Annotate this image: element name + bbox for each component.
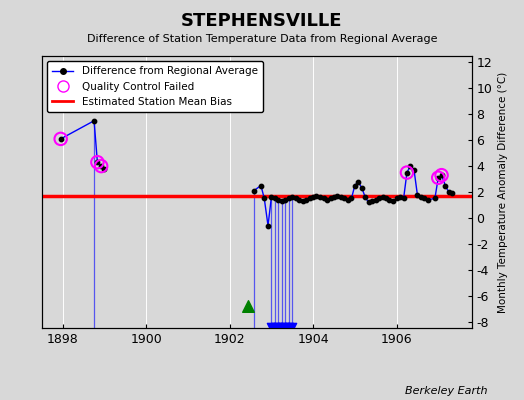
- Point: [93, 159, 102, 166]
- Point: [403, 169, 411, 176]
- Point: [361, 194, 369, 200]
- Point: [299, 198, 307, 204]
- Point: [288, 194, 297, 200]
- Point: [358, 185, 366, 191]
- Point: [406, 163, 414, 169]
- Point: [438, 172, 446, 178]
- Point: [326, 195, 335, 202]
- Point: [392, 195, 401, 202]
- Point: [100, 166, 108, 172]
- Point: [396, 194, 404, 200]
- Point: [281, 196, 289, 203]
- Point: [267, 194, 276, 200]
- Point: [249, 188, 258, 194]
- Point: [347, 195, 356, 202]
- Point: [260, 195, 268, 202]
- Point: [403, 169, 411, 176]
- Point: [309, 194, 317, 200]
- Point: [354, 178, 362, 185]
- Point: [316, 194, 324, 200]
- Point: [281, 324, 289, 330]
- Point: [434, 174, 442, 181]
- Point: [330, 194, 338, 200]
- Point: [337, 194, 345, 200]
- Point: [420, 195, 429, 202]
- Point: [444, 189, 453, 195]
- Point: [267, 324, 276, 330]
- Point: [302, 196, 310, 203]
- Point: [333, 193, 342, 199]
- Point: [413, 191, 422, 198]
- Point: [93, 159, 102, 166]
- Point: [385, 196, 394, 203]
- Point: [278, 324, 286, 330]
- Point: [340, 195, 348, 202]
- Point: [323, 196, 331, 203]
- Point: [434, 174, 442, 181]
- Point: [257, 182, 265, 189]
- Point: [90, 118, 99, 124]
- Point: [270, 324, 279, 330]
- Point: [382, 195, 390, 202]
- Text: STEPHENSVILLE: STEPHENSVILLE: [181, 12, 343, 30]
- Point: [270, 195, 279, 202]
- Point: [57, 136, 65, 142]
- Point: [274, 196, 282, 203]
- Point: [378, 194, 387, 200]
- Point: [305, 195, 314, 202]
- Point: [441, 182, 450, 189]
- Point: [438, 172, 446, 178]
- Point: [312, 193, 321, 199]
- Point: [423, 196, 432, 203]
- Point: [364, 199, 373, 206]
- Point: [278, 198, 286, 204]
- Point: [372, 196, 380, 203]
- Point: [351, 182, 359, 189]
- Point: [375, 195, 383, 202]
- Point: [264, 222, 272, 229]
- Point: [431, 195, 439, 202]
- Text: Berkeley Earth: Berkeley Earth: [405, 386, 487, 396]
- Point: [244, 303, 253, 309]
- Point: [97, 163, 105, 169]
- Point: [389, 198, 397, 204]
- Point: [368, 198, 377, 204]
- Point: [97, 163, 105, 169]
- Y-axis label: Monthly Temperature Anomaly Difference (°C): Monthly Temperature Anomaly Difference (…: [498, 71, 508, 313]
- Text: Difference of Station Temperature Data from Regional Average: Difference of Station Temperature Data f…: [87, 34, 437, 44]
- Point: [410, 167, 418, 173]
- Point: [57, 136, 65, 142]
- Point: [285, 195, 293, 202]
- Point: [344, 196, 352, 203]
- Point: [417, 194, 425, 200]
- Point: [285, 324, 293, 330]
- Point: [295, 196, 303, 203]
- Point: [274, 324, 282, 330]
- Point: [288, 324, 297, 330]
- Point: [448, 190, 456, 196]
- Point: [399, 195, 408, 202]
- Point: [319, 195, 328, 202]
- Point: [291, 195, 300, 202]
